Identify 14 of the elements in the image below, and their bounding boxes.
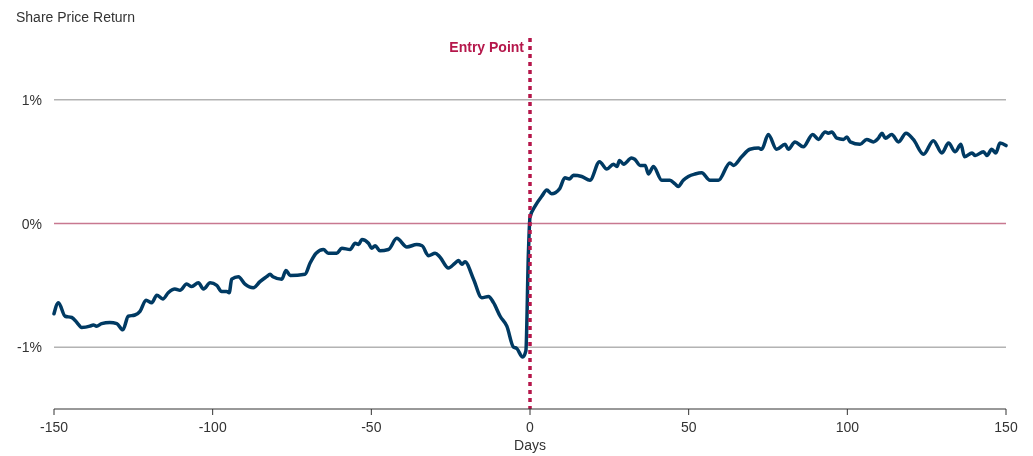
x-tick-label: 50 bbox=[680, 419, 697, 435]
x-tick-label: 0 bbox=[526, 419, 535, 435]
x-tick-label: -150 bbox=[39, 419, 69, 435]
x-tick-label: 150 bbox=[994, 419, 1018, 435]
x-axis-title: Days bbox=[514, 437, 546, 453]
x-tick-label: -50 bbox=[361, 419, 382, 435]
x-tick-label: 100 bbox=[835, 419, 860, 435]
y-tick-label: -1% bbox=[17, 339, 42, 356]
line-series bbox=[52, 130, 1008, 359]
y-tick-label: 1% bbox=[21, 91, 42, 108]
y-axis-title: Share Price Return bbox=[16, 9, 136, 25]
ref-line-label: Entry Point bbox=[449, 39, 525, 55]
y-tick-label: 0% bbox=[21, 215, 42, 232]
x-tick-label: -100 bbox=[198, 419, 227, 435]
